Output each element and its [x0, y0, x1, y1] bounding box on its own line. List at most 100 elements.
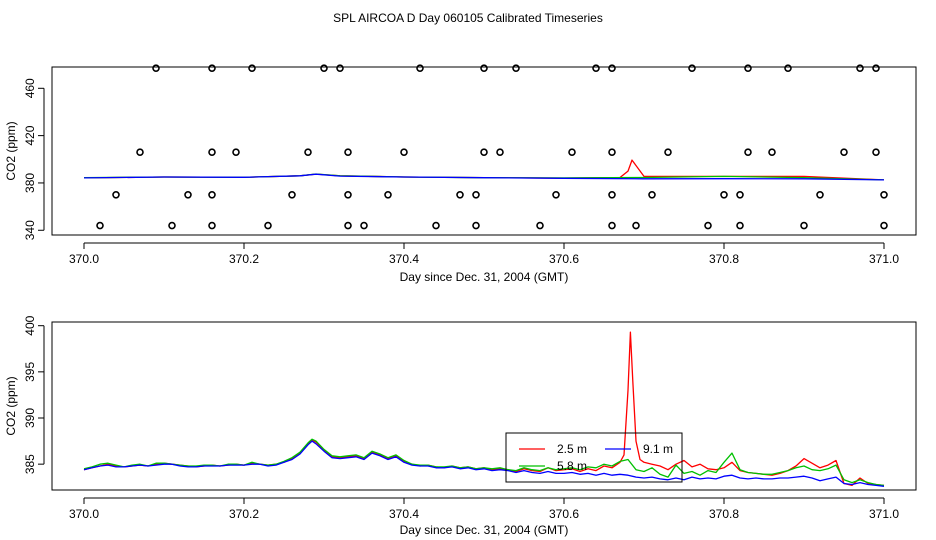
- bot-x-tick-label-371-0: 371.0: [869, 507, 899, 521]
- legend-frame: [505, 432, 683, 483]
- calibration-marker-2-5: [384, 190, 392, 199]
- calibration-marker-0-0: [152, 64, 160, 72]
- top-x-tick-label-371-0: 371.0: [869, 252, 899, 266]
- calibration-marker-1-2: [232, 148, 240, 156]
- legend-label-5-8m: 5.8 m: [557, 459, 587, 473]
- calibration-marker-3-12: [736, 221, 744, 230]
- calibration-marker-3-7: [472, 221, 480, 230]
- calibration-marker-2-14: [880, 190, 888, 199]
- calibration-marker-3-13: [800, 221, 808, 230]
- top-x-tick-label-370-0: 370.0: [69, 252, 99, 266]
- top-calibration-markers: [96, 64, 888, 230]
- calibration-marker-2-12: [736, 190, 744, 199]
- legend-label-9-1m: 9.1 m: [643, 442, 673, 456]
- calibration-marker-2-11: [720, 190, 728, 199]
- top-x-axis-label: Day since Dec. 31, 2004 (GMT): [400, 270, 569, 284]
- calibration-marker-2-9: [608, 190, 616, 199]
- calibration-marker-3-11: [704, 221, 712, 230]
- calibration-marker-1-5: [400, 148, 408, 156]
- calibration-marker-1-9: [608, 148, 616, 156]
- calibration-marker-0-4: [336, 64, 344, 72]
- calibration-marker-2-8: [552, 190, 560, 199]
- calibration-marker-3-6: [432, 221, 440, 230]
- calibration-marker-0-3: [320, 64, 328, 72]
- bot-x-tick-label-370-0: 370.0: [69, 507, 99, 521]
- calibration-marker-3-2: [208, 221, 216, 230]
- bottom-y-axis-label: CO2 (ppm): [4, 376, 18, 435]
- calibration-marker-1-0: [136, 148, 144, 156]
- panel-bottom: 370.0 370.2 370.4 370.6 370.8 371.0 385 390 395…: [4, 315, 917, 537]
- calibration-marker-2-0: [112, 190, 120, 199]
- panel-top: 370.0 370.2 370.4 370.6 370.8 371.0 340 380 420…: [4, 64, 917, 284]
- chart-title: SPL AIRCOA D Day 060105 Calibrated Times…: [333, 11, 603, 25]
- top-y-tick-label-380: 380: [23, 173, 37, 193]
- legend-label-2-5m: 2.5 m: [557, 442, 587, 456]
- calibration-marker-2-3: [288, 190, 296, 199]
- top-x-tick-label-370-8: 370.8: [709, 252, 739, 266]
- calibration-marker-0-14: [872, 64, 880, 72]
- legend: 2.5 m 5.8 m 9.1 m: [505, 432, 683, 483]
- top-y-axis-label: CO2 (ppm): [4, 121, 18, 180]
- calibration-marker-1-4: [344, 148, 352, 156]
- bot-x-tick-label-370-6: 370.6: [549, 507, 579, 521]
- bot-x-tick-label-370-2: 370.2: [229, 507, 259, 521]
- calibration-marker-1-8: [568, 148, 576, 156]
- calibration-marker-1-14: [872, 148, 880, 156]
- calibration-marker-0-10: [688, 64, 696, 72]
- top-series-9-1-m: [83, 173, 885, 181]
- calibration-marker-3-5: [360, 221, 368, 230]
- calibration-marker-0-9: [608, 64, 616, 72]
- calibration-marker-3-0: [96, 221, 104, 230]
- top-y-tick-label-420: 420: [23, 125, 37, 145]
- calibration-marker-1-7: [496, 148, 504, 156]
- bottom-series-group: [83, 331, 885, 487]
- top-x-axis: 370.0 370.2 370.4 370.6 370.8 371.0: [69, 242, 899, 266]
- calibration-marker-3-1: [168, 221, 176, 230]
- bot-y-tick-label-395: 395: [23, 362, 37, 382]
- calibration-marker-2-4: [344, 190, 352, 199]
- calibration-marker-3-9: [608, 221, 616, 230]
- calibration-marker-2-10: [648, 190, 656, 199]
- calibration-marker-1-11: [744, 148, 752, 156]
- bot-series-2-5-m: [83, 331, 885, 487]
- calibration-marker-3-3: [264, 221, 272, 230]
- calibration-marker-3-14: [880, 221, 888, 230]
- calibration-marker-1-1: [208, 148, 216, 156]
- bot-x-tick-label-370-8: 370.8: [709, 507, 739, 521]
- calibration-marker-3-8: [536, 221, 544, 230]
- bot-series-9-1-m: [83, 440, 885, 487]
- calibration-marker-1-10: [664, 148, 672, 156]
- calibration-marker-0-12: [784, 64, 792, 72]
- calibration-marker-1-3: [304, 148, 312, 156]
- calibration-marker-3-4: [344, 221, 352, 230]
- calibration-marker-2-1: [184, 190, 192, 199]
- calibration-marker-1-12: [768, 148, 776, 156]
- calibration-marker-0-13: [856, 64, 864, 72]
- calibration-marker-0-2: [248, 64, 256, 72]
- calibration-marker-0-7: [512, 64, 520, 72]
- top-y-tick-label-460: 460: [23, 78, 37, 98]
- calibration-marker-2-13: [816, 190, 824, 199]
- top-x-tick-label-370-6: 370.6: [549, 252, 579, 266]
- calibration-marker-0-6: [480, 64, 488, 72]
- calibration-marker-1-6: [480, 148, 488, 156]
- top-x-tick-label-370-4: 370.4: [389, 252, 419, 266]
- top-series-group: [83, 159, 885, 181]
- top-y-axis: 340 380 420 460: [23, 78, 45, 240]
- bot-x-tick-label-370-4: 370.4: [389, 507, 419, 521]
- calibration-marker-3-10: [632, 221, 640, 230]
- top-y-tick-label-340: 340: [23, 220, 37, 240]
- bottom-plot-frame: [51, 321, 917, 491]
- bottom-x-axis: 370.0 370.2 370.4 370.6 370.8 371.0: [69, 497, 899, 521]
- top-x-tick-label-370-2: 370.2: [229, 252, 259, 266]
- calibration-marker-2-7: [472, 190, 480, 199]
- bottom-y-axis: 385 390 395 400: [23, 315, 45, 474]
- top-plot-frame: [51, 66, 917, 236]
- calibration-marker-0-1: [208, 64, 216, 72]
- bottom-x-axis-label: Day since Dec. 31, 2004 (GMT): [400, 523, 569, 537]
- bot-y-tick-label-385: 385: [23, 454, 37, 474]
- calibration-marker-0-5: [416, 64, 424, 72]
- bot-y-tick-label-390: 390: [23, 408, 37, 428]
- calibration-marker-0-11: [744, 64, 752, 72]
